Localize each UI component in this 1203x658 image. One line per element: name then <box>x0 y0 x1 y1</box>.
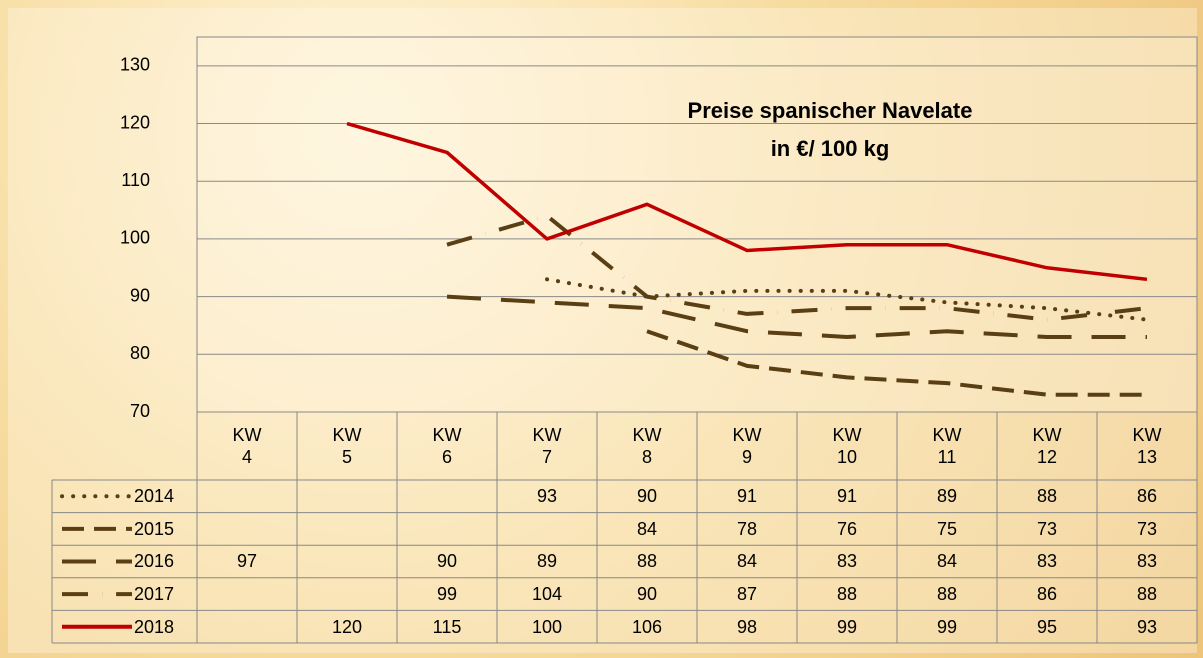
table-value <box>197 610 297 643</box>
x-tick-label: KW 7 <box>532 425 562 467</box>
series-line <box>346 121 1148 282</box>
legend-label: 2015 <box>134 518 175 539</box>
chart-subtitle: in €/ 100 kg <box>771 136 890 161</box>
table-value: 115 <box>432 616 462 637</box>
table-value: 84 <box>636 518 658 539</box>
table-value: 89 <box>936 486 958 507</box>
y-tick-label: 100 <box>120 228 150 248</box>
table-value: 87 <box>736 584 758 605</box>
table-value: 106 <box>631 616 663 637</box>
x-tick-label: KW 8 <box>632 425 662 467</box>
y-tick-label: 120 <box>120 112 150 132</box>
series-line <box>646 329 1147 397</box>
table-value: 73 <box>1036 518 1058 539</box>
x-tick-label: KW 10 <box>832 425 862 467</box>
table-value: 88 <box>636 551 658 572</box>
table-value <box>197 480 297 513</box>
series-line <box>446 213 1148 322</box>
table-value: 91 <box>736 486 758 507</box>
table-value: 84 <box>736 551 758 572</box>
table-value: 99 <box>836 616 858 637</box>
x-tick-label: KW 12 <box>1032 425 1062 467</box>
table-value <box>297 578 397 611</box>
table-value: 76 <box>836 518 858 539</box>
table-value: 99 <box>436 584 458 605</box>
table-value: 78 <box>736 518 758 539</box>
x-tick-label: KW 9 <box>732 425 762 467</box>
table-value: 84 <box>936 551 958 572</box>
table-value <box>397 480 497 513</box>
table-value: 88 <box>1136 584 1158 605</box>
table-value: 83 <box>1036 551 1058 572</box>
table-value: 93 <box>536 486 558 507</box>
table-value: 120 <box>331 616 363 637</box>
table-value <box>197 578 297 611</box>
table-value: 90 <box>636 584 658 605</box>
x-tick-label: KW 5 <box>332 425 362 467</box>
table-value: 97 <box>236 551 258 572</box>
table-value: 88 <box>936 584 958 605</box>
y-tick-label: 80 <box>130 343 150 363</box>
x-tick-label: KW 6 <box>432 425 462 467</box>
series-line <box>446 294 1147 339</box>
table-value: 100 <box>531 616 563 637</box>
table-value: 99 <box>936 616 958 637</box>
legend-label: 2018 <box>134 616 175 637</box>
table-value: 75 <box>936 518 958 539</box>
x-tick-label: KW 11 <box>932 425 962 467</box>
y-tick-label: 90 <box>130 285 150 305</box>
y-tick-label: 70 <box>130 401 150 421</box>
table-value: 88 <box>836 584 858 605</box>
table-value <box>197 513 297 546</box>
table-value <box>297 513 397 546</box>
table-value: 90 <box>636 486 658 507</box>
table-value: 95 <box>1036 616 1058 637</box>
table-value: 104 <box>531 584 563 605</box>
table-value <box>297 545 397 578</box>
table-value: 90 <box>436 551 458 572</box>
chart-title: Preise spanischer Navelate <box>688 98 973 123</box>
y-tick-label: 130 <box>120 55 150 75</box>
legend-label: 2016 <box>134 551 175 572</box>
table-value: 89 <box>536 551 558 572</box>
table-value <box>497 513 597 546</box>
table-value: 98 <box>736 616 758 637</box>
x-tick-label: KW 13 <box>1132 425 1162 467</box>
table-value: 91 <box>836 486 858 507</box>
legend-label: 2014 <box>134 486 175 507</box>
table-value <box>397 513 497 546</box>
table-value: 86 <box>1136 486 1158 507</box>
table-value: 83 <box>836 551 858 572</box>
table-value <box>297 480 397 513</box>
plot-area <box>196 36 1198 413</box>
legend-label: 2017 <box>134 584 175 605</box>
table-value: 88 <box>1036 486 1058 507</box>
table-value: 93 <box>1136 616 1158 637</box>
table-value: 86 <box>1036 584 1058 605</box>
table-value: 73 <box>1136 518 1158 539</box>
x-tick-label: KW 4 <box>232 425 262 467</box>
y-tick-label: 110 <box>121 170 150 190</box>
table-value: 83 <box>1136 551 1158 572</box>
